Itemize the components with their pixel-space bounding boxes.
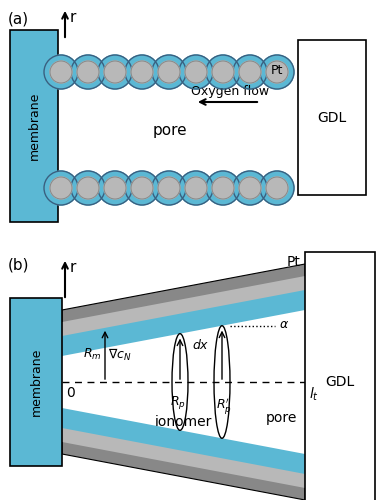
Text: pore: pore xyxy=(266,411,297,425)
Circle shape xyxy=(158,177,180,199)
Text: pore: pore xyxy=(153,122,187,138)
Text: 0: 0 xyxy=(66,386,75,400)
Circle shape xyxy=(233,55,267,89)
Circle shape xyxy=(239,61,261,83)
Circle shape xyxy=(152,171,186,205)
Text: membrane: membrane xyxy=(28,92,40,160)
Circle shape xyxy=(266,177,288,199)
Circle shape xyxy=(179,55,213,89)
Text: GDL: GDL xyxy=(317,110,346,124)
Text: $R_p'$: $R_p'$ xyxy=(216,396,232,416)
Text: (a): (a) xyxy=(8,12,29,27)
Circle shape xyxy=(239,177,261,199)
Circle shape xyxy=(71,171,105,205)
Circle shape xyxy=(266,61,288,83)
Circle shape xyxy=(77,177,99,199)
Text: GDL: GDL xyxy=(325,375,355,389)
Polygon shape xyxy=(62,310,305,454)
Text: r: r xyxy=(70,10,77,25)
Circle shape xyxy=(260,55,294,89)
Text: Pt: Pt xyxy=(286,255,300,269)
Circle shape xyxy=(125,55,159,89)
Text: Pt: Pt xyxy=(271,64,283,76)
Circle shape xyxy=(212,177,234,199)
Circle shape xyxy=(50,177,72,199)
Text: $\nabla c_N$: $\nabla c_N$ xyxy=(108,347,132,363)
Text: $dx$: $dx$ xyxy=(192,338,210,352)
Circle shape xyxy=(185,177,207,199)
Text: (b): (b) xyxy=(8,258,29,273)
Circle shape xyxy=(44,171,78,205)
Polygon shape xyxy=(62,276,305,488)
Text: $R_p$: $R_p$ xyxy=(170,394,186,410)
Circle shape xyxy=(98,55,132,89)
Circle shape xyxy=(44,55,78,89)
Circle shape xyxy=(158,61,180,83)
Circle shape xyxy=(104,177,126,199)
Polygon shape xyxy=(62,290,305,474)
Circle shape xyxy=(212,61,234,83)
Bar xyxy=(305,252,375,500)
Circle shape xyxy=(131,177,153,199)
Circle shape xyxy=(179,171,213,205)
Circle shape xyxy=(104,61,126,83)
Circle shape xyxy=(71,55,105,89)
Circle shape xyxy=(185,61,207,83)
Circle shape xyxy=(125,171,159,205)
Circle shape xyxy=(98,171,132,205)
Polygon shape xyxy=(62,264,305,500)
Text: membrane: membrane xyxy=(29,348,43,416)
Circle shape xyxy=(50,61,72,83)
Text: ionomer: ionomer xyxy=(155,415,212,429)
Circle shape xyxy=(233,171,267,205)
Circle shape xyxy=(152,55,186,89)
Circle shape xyxy=(206,171,240,205)
Circle shape xyxy=(131,61,153,83)
Bar xyxy=(10,30,58,222)
Text: $\alpha$: $\alpha$ xyxy=(279,318,289,331)
Text: Oxygen flow: Oxygen flow xyxy=(191,86,269,98)
Text: r: r xyxy=(70,260,77,275)
Text: $R_m$: $R_m$ xyxy=(83,348,102,362)
Bar xyxy=(298,40,366,195)
Circle shape xyxy=(77,61,99,83)
Circle shape xyxy=(260,171,294,205)
Text: $l_t$: $l_t$ xyxy=(309,386,319,404)
Bar xyxy=(10,298,62,466)
Circle shape xyxy=(206,55,240,89)
